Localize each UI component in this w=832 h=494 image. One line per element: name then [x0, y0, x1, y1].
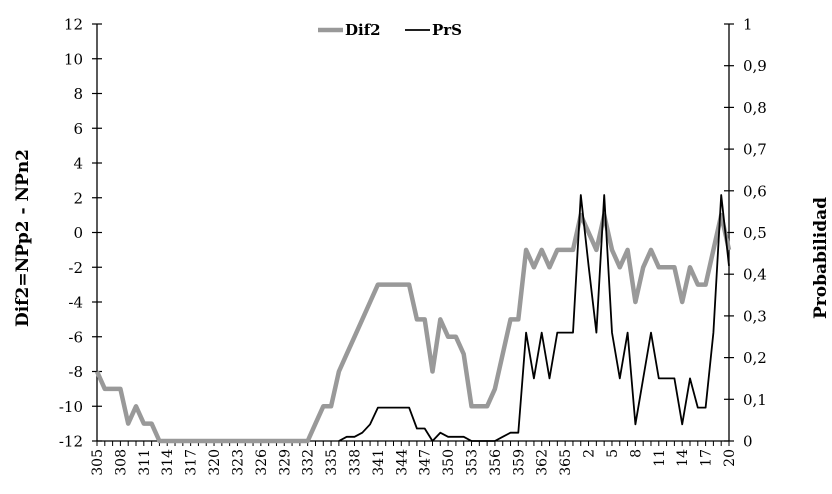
series-layer	[94, 194, 732, 444]
x-tick-label: 326	[254, 449, 270, 476]
right-tick-label: 0	[743, 433, 753, 451]
x-tick-label: 8	[628, 449, 644, 458]
left-tick-label: -6	[68, 328, 83, 346]
right-tick-label: 0,4	[743, 266, 767, 284]
x-tick-label: 338	[347, 449, 363, 476]
x-tick-label: 329	[277, 449, 293, 476]
left-tick-label: -2	[68, 259, 83, 277]
legend: Dif2 PrS	[318, 21, 462, 39]
right-tick-label: 0,6	[743, 182, 767, 200]
x-tick-label: 17	[699, 449, 715, 467]
x-tick-label: 308	[113, 449, 129, 476]
series-line-prs	[338, 194, 730, 442]
x-tick-label: 362	[535, 449, 551, 476]
x-tick-label: 347	[418, 449, 434, 476]
x-tick-label: 320	[207, 449, 223, 476]
x-tick-label: 314	[160, 449, 176, 476]
x-tick-label: 365	[558, 449, 574, 476]
left-tick-label: 0	[73, 224, 83, 242]
axes	[92, 23, 734, 446]
x-tick-label: 341	[371, 449, 387, 476]
left-tick-label: 4	[73, 155, 83, 173]
right-tick-label: 0,2	[743, 349, 767, 367]
left-tick-label: 6	[73, 120, 83, 138]
x-tick-label: 14	[675, 449, 691, 467]
legend-label-prs: PrS	[432, 21, 462, 39]
right-tick-label: 0,3	[743, 307, 767, 325]
x-tick-label: 350	[441, 449, 457, 476]
x-tick-label: 317	[184, 449, 200, 476]
left-tick-label: 10	[64, 50, 83, 68]
x-tick-label: 323	[230, 449, 246, 476]
right-tick-label: 1	[743, 16, 753, 34]
x-tick-label: 356	[488, 449, 504, 476]
legend-label-dif2: Dif2	[345, 21, 381, 39]
right-tick-label: 0,5	[743, 224, 767, 242]
x-tick-label: 311	[137, 449, 153, 476]
right-tick-label: 0,7	[743, 141, 767, 159]
left-tick-label: -12	[59, 433, 83, 451]
right-tick-label: 0,1	[743, 391, 767, 409]
right-axis-title: Probabilidad	[811, 197, 831, 319]
right-axis-tick-labels: 0 0,1 0,2 0,3 0,4 0,5 0,6 0,7 0,8 0,9 1	[743, 16, 767, 451]
right-tick-label: 0,8	[743, 99, 767, 117]
x-tick-label: 2	[582, 449, 598, 458]
x-tick-label: 305	[90, 449, 106, 476]
x-tick-label: 332	[301, 449, 317, 476]
x-tick-label: 5	[605, 449, 621, 458]
left-tick-label: 2	[73, 189, 83, 207]
x-tick-label: 344	[394, 449, 410, 476]
left-tick-label: 8	[73, 85, 83, 103]
x-tick-label: 11	[652, 449, 668, 467]
x-tick-label: 335	[324, 449, 340, 476]
x-tick-label: 20	[722, 449, 738, 467]
right-tick-label: 0,9	[743, 57, 767, 75]
series-line-dif2	[94, 212, 732, 444]
left-axis-title: Dif2=NPp2 - NPn2	[13, 149, 33, 327]
x-tick-label: 353	[465, 449, 481, 476]
left-tick-label: -10	[59, 398, 83, 416]
x-axis-tick-labels: 305 308 311 314 317 320 323 326 329 332 335 338 341 3…	[90, 449, 738, 476]
left-tick-label: -4	[68, 294, 83, 312]
left-tick-label: 12	[64, 16, 83, 34]
left-axis-tick-labels: -12 -10 -8 -6 -4 -2 0 2 4 6 8 10 12	[59, 16, 83, 451]
x-tick-label: 359	[511, 449, 527, 476]
left-tick-label: -8	[68, 363, 83, 381]
